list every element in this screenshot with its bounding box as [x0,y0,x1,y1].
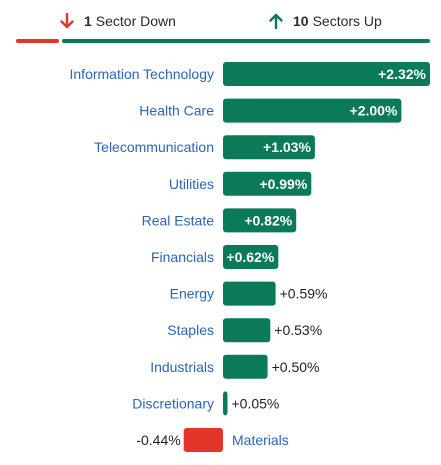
bar-telecommunication[interactable] [223,135,315,160]
value-label-energy: +0.59% [280,286,328,302]
arrow-down-icon [60,13,74,29]
market-breadth-bar [16,39,430,43]
breadth-down-segment [16,39,59,43]
sectors-down-label: Sector Down [95,13,176,29]
bar-real-estate[interactable] [223,208,297,233]
value-label-information-technology: +2.32% [378,66,426,82]
sectors-up-count: 10 [293,13,309,29]
sector-summary: 1 Sector Down 10 Sectors Up [0,10,441,32]
value-label-materials: -0.44% [136,432,180,448]
sectors-up-label: Sectors Up [312,13,382,29]
category-label-health-care[interactable]: Health Care [139,103,214,119]
category-label-real-estate[interactable]: Real Estate [142,212,215,228]
value-label-financials: +0.62% [226,249,274,265]
category-label-telecommunication[interactable]: Telecommunication [94,139,214,155]
bar-information-technology[interactable] [223,62,430,86]
bar-discretionary[interactable] [223,391,228,416]
bar-utilities[interactable] [223,171,312,196]
bar-financials[interactable] [223,245,279,269]
sectors-down-count: 1 [84,13,92,29]
category-label-information-technology[interactable]: Information Technology [70,66,215,82]
category-label-financials[interactable]: Financials [151,249,214,265]
value-label-real-estate: +0.82% [244,212,292,228]
category-label-energy[interactable]: Energy [170,286,214,302]
bar-health-care[interactable] [223,98,402,123]
bar-energy[interactable] [223,281,276,306]
value-label-utilities: +0.99% [259,176,307,192]
value-label-industrials: +0.50% [272,359,320,375]
breadth-up-segment [62,39,430,43]
value-label-discretionary: +0.05% [232,395,280,411]
bar-industrials[interactable] [223,354,268,379]
value-label-staples: +0.53% [274,322,322,338]
category-label-industrials[interactable]: Industrials [150,359,214,375]
category-label-materials[interactable]: Materials [232,432,289,448]
value-label-telecommunication: +1.03% [263,139,311,155]
sectors-up-summary: 10 Sectors Up [269,10,382,32]
value-label-health-care: +2.00% [350,103,398,119]
bar-materials[interactable] [183,428,223,452]
category-label-staples[interactable]: Staples [167,322,214,338]
category-label-discretionary[interactable]: Discretionary [132,395,214,411]
category-label-utilities[interactable]: Utilities [169,176,214,192]
bar-staples[interactable] [223,318,271,343]
sectors-down-summary: 1 Sector Down [60,10,176,32]
arrow-up-icon [269,13,283,29]
